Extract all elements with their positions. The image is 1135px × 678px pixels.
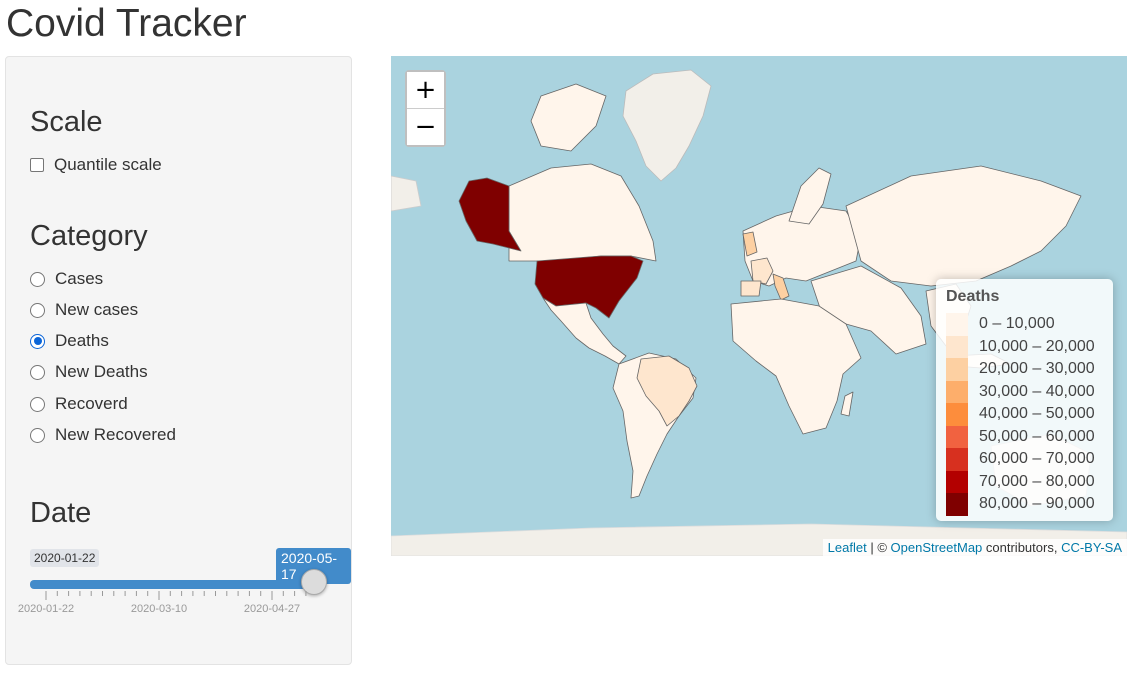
zoom-in-button[interactable]: + xyxy=(407,72,444,108)
date-heading: Date xyxy=(30,497,92,529)
radio-icon[interactable] xyxy=(30,427,45,443)
legend-entry: 70,000 – 80,000 xyxy=(946,470,1095,493)
category-heading: Category xyxy=(30,220,148,252)
legend-label: 60,000 – 70,000 xyxy=(979,450,1095,468)
category-option[interactable]: New Deaths xyxy=(30,362,148,382)
legend-entry: 20,000 – 30,000 xyxy=(946,358,1095,381)
scale-heading: Scale xyxy=(30,106,103,138)
mexico-central-america xyxy=(542,297,627,365)
slider-ticks xyxy=(45,591,307,600)
russia-asia xyxy=(845,165,1082,287)
attribution-contributors: contributors, xyxy=(982,540,1062,555)
leaflet-link[interactable]: Leaflet xyxy=(827,540,867,555)
legend-entry: 60,000 – 70,000 xyxy=(946,448,1095,471)
legend-label: 0 – 10,000 xyxy=(979,315,1055,333)
spain xyxy=(740,280,762,297)
attribution-separator: | © xyxy=(866,540,891,555)
slider-tick-label: 2020-03-10 xyxy=(130,603,188,615)
legend-entry: 30,000 – 40,000 xyxy=(946,380,1095,403)
category-option[interactable]: Recoverd xyxy=(30,394,128,414)
scandinavia xyxy=(788,167,832,225)
legend-swatch xyxy=(946,425,968,448)
legend-entry: 10,000 – 20,000 xyxy=(946,335,1095,358)
radio-icon[interactable] xyxy=(30,271,45,287)
date-slider-handle[interactable] xyxy=(301,569,327,595)
legend-label: 20,000 – 30,000 xyxy=(979,360,1095,378)
brazil xyxy=(636,355,698,427)
madagascar xyxy=(840,391,854,417)
category-option-label: Cases xyxy=(55,269,104,288)
alaska xyxy=(458,177,522,252)
legend-label: 10,000 – 20,000 xyxy=(979,337,1095,355)
united-kingdom xyxy=(742,231,758,257)
slider-tick-label: 2020-01-22 xyxy=(17,603,75,615)
greenland xyxy=(622,69,712,182)
category-option-label: Recoverd xyxy=(55,394,128,413)
map-attribution: Leaflet | © OpenStreetMap contributors, … xyxy=(822,539,1127,556)
category-option[interactable]: New cases xyxy=(30,300,138,320)
category-option-label: New Deaths xyxy=(55,362,148,381)
radio-icon[interactable] xyxy=(30,333,45,349)
legend-swatch xyxy=(946,358,968,381)
legend-entry: 40,000 – 50,000 xyxy=(946,403,1095,426)
france xyxy=(750,257,774,285)
legend-swatch xyxy=(946,313,968,336)
openstreetmap-link[interactable]: OpenStreetMap xyxy=(890,540,983,555)
category-option-label: New Recovered xyxy=(55,425,176,444)
legend-entry: 0 – 10,000 xyxy=(946,313,1055,336)
date-slider-track[interactable] xyxy=(30,580,316,589)
legend-title: Deaths xyxy=(946,288,1000,305)
italy xyxy=(772,273,790,301)
legend-swatch xyxy=(946,403,968,426)
zoom-control: + − xyxy=(405,70,446,147)
legend-label: 30,000 – 40,000 xyxy=(979,382,1095,400)
slider-min-label: 2020-01-22 xyxy=(30,549,100,567)
legend-label: 70,000 – 80,000 xyxy=(979,472,1095,490)
checkbox-icon[interactable] xyxy=(30,158,44,172)
legend-swatch xyxy=(946,493,968,516)
legend-label: 50,000 – 60,000 xyxy=(979,427,1095,445)
legend-label: 80,000 – 90,000 xyxy=(979,495,1095,513)
legend-entry: 80,000 – 90,000 xyxy=(946,493,1095,516)
chukotka xyxy=(391,175,422,212)
quantile-scale-label: Quantile scale xyxy=(54,155,162,174)
category-option-label: New cases xyxy=(55,300,139,319)
africa xyxy=(730,298,862,435)
radio-icon[interactable] xyxy=(30,396,45,412)
category-option-label: Deaths xyxy=(55,331,109,350)
zoom-out-button[interactable]: − xyxy=(407,108,444,145)
legend-entry: 50,000 – 60,000 xyxy=(946,425,1095,448)
category-option[interactable]: New Recovered xyxy=(30,425,176,445)
app-title: Covid Tracker xyxy=(6,2,247,45)
legend-swatch xyxy=(946,448,968,471)
legend-label: 40,000 – 50,000 xyxy=(979,405,1095,423)
legend-swatch xyxy=(946,335,968,358)
legend-swatch xyxy=(946,470,968,493)
license-link[interactable]: CC-BY-SA xyxy=(1061,540,1122,555)
world-map[interactable]: + − Deaths 0 – 10,000 10,000 – 20,000 20,0… xyxy=(391,56,1127,556)
quantile-scale-checkbox[interactable]: Quantile scale xyxy=(30,155,162,175)
slider-tick-label: 2020-04-27 xyxy=(243,603,301,615)
map-legend: Deaths 0 – 10,000 10,000 – 20,000 20,000 –… xyxy=(936,279,1113,521)
sidebar-panel: Scale Quantile scale Category Cases New c… xyxy=(5,56,352,665)
category-option[interactable]: Cases xyxy=(30,269,103,289)
radio-icon[interactable] xyxy=(30,302,45,318)
category-option[interactable]: Deaths xyxy=(30,331,109,351)
radio-icon[interactable] xyxy=(30,364,45,380)
canada xyxy=(508,163,657,262)
legend-swatch xyxy=(946,380,968,403)
arctic-islands xyxy=(530,83,607,152)
